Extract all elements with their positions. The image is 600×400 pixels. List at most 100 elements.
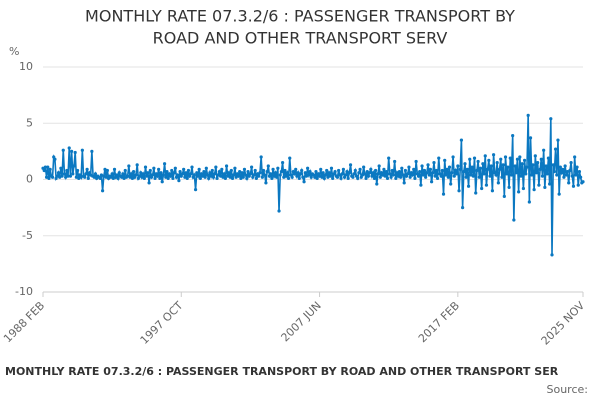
point — [570, 174, 574, 178]
point — [420, 164, 424, 168]
point — [103, 167, 107, 171]
point — [131, 170, 136, 174]
point — [275, 175, 279, 179]
point — [121, 172, 125, 176]
point — [497, 167, 502, 171]
point — [470, 165, 474, 169]
point — [43, 165, 47, 169]
point — [307, 173, 311, 177]
point — [281, 161, 285, 165]
point — [221, 175, 225, 179]
point — [178, 170, 182, 174]
point — [145, 174, 149, 178]
point — [68, 174, 73, 178]
point — [109, 175, 113, 179]
point — [534, 171, 539, 175]
point — [548, 182, 552, 186]
point — [322, 176, 326, 180]
point — [344, 173, 348, 177]
point — [112, 167, 117, 171]
point — [120, 175, 124, 179]
point — [157, 167, 161, 171]
point — [242, 167, 247, 171]
point — [192, 173, 196, 177]
point — [223, 176, 227, 180]
point — [331, 176, 335, 180]
point — [378, 175, 382, 179]
point — [480, 186, 484, 191]
point — [513, 164, 517, 168]
point — [358, 167, 362, 171]
point — [260, 175, 264, 179]
point — [573, 155, 577, 159]
point — [527, 200, 531, 204]
point — [110, 172, 114, 176]
point — [278, 173, 282, 177]
point — [545, 172, 549, 176]
point — [539, 157, 543, 161]
point — [214, 165, 218, 169]
point — [526, 113, 530, 117]
point — [130, 176, 135, 180]
point — [201, 174, 205, 178]
point — [377, 164, 381, 168]
point — [518, 155, 522, 159]
point — [452, 174, 456, 178]
point — [551, 163, 555, 167]
point — [431, 171, 435, 175]
point — [172, 171, 176, 175]
point — [561, 167, 565, 171]
point — [48, 167, 52, 171]
point — [161, 173, 165, 177]
y-tick-label: 10 — [19, 60, 33, 73]
point — [414, 159, 418, 164]
point — [363, 172, 367, 176]
point — [193, 188, 198, 192]
point — [50, 175, 55, 179]
point — [180, 172, 185, 176]
point — [252, 173, 256, 177]
point — [147, 181, 151, 185]
point — [416, 174, 421, 178]
point — [396, 174, 400, 178]
source: Source: — [547, 383, 589, 396]
point — [462, 170, 466, 174]
point — [92, 175, 96, 179]
point — [352, 172, 356, 176]
point — [129, 172, 133, 176]
y-tick-label: 0 — [26, 173, 33, 186]
point — [407, 165, 411, 169]
point — [326, 175, 330, 179]
point — [369, 167, 373, 171]
point — [101, 189, 105, 193]
point — [73, 150, 77, 155]
point — [176, 173, 180, 177]
point — [217, 170, 222, 174]
point — [365, 170, 369, 174]
point — [186, 168, 191, 173]
point — [394, 176, 398, 180]
point — [182, 167, 186, 171]
point — [98, 176, 102, 180]
point — [53, 157, 57, 161]
point — [198, 176, 202, 180]
point — [298, 172, 303, 176]
point — [313, 175, 317, 179]
point — [227, 171, 231, 175]
point — [353, 168, 357, 173]
point — [74, 175, 78, 179]
point — [245, 176, 249, 180]
point — [209, 174, 213, 178]
point — [463, 162, 467, 166]
point — [557, 192, 561, 196]
point — [459, 138, 464, 142]
point — [230, 176, 235, 180]
point — [502, 194, 506, 198]
point — [285, 171, 289, 175]
point — [512, 218, 516, 222]
point — [487, 158, 491, 162]
point — [46, 165, 50, 169]
point — [234, 175, 238, 179]
point — [244, 173, 248, 177]
point — [241, 175, 245, 179]
